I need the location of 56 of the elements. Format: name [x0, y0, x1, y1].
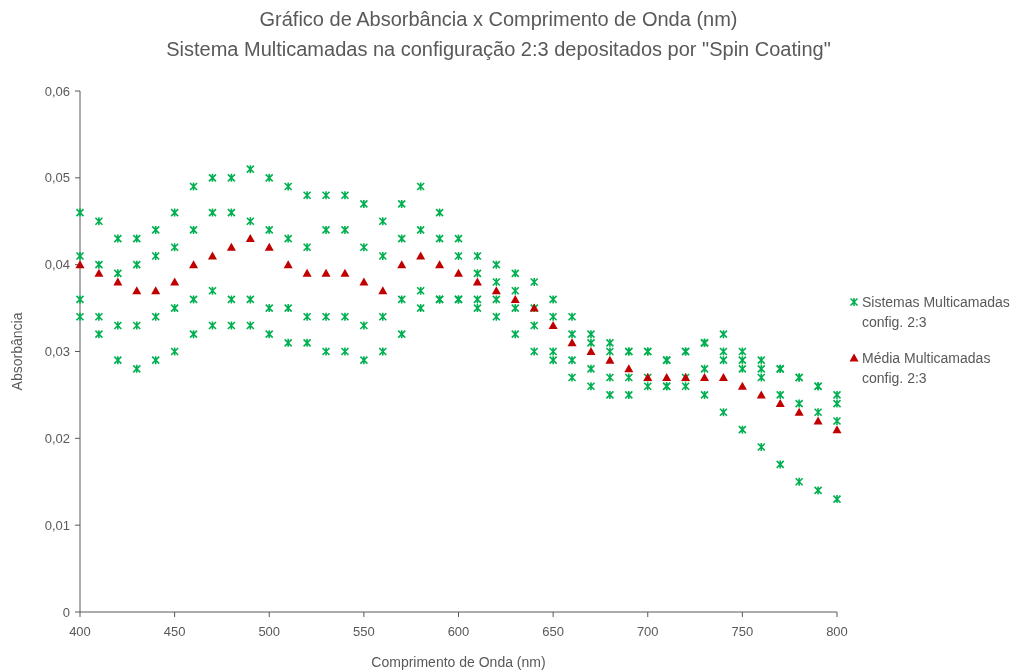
x-tick-label: 750 [731, 624, 754, 639]
y-tick-label: 0,01 [44, 517, 70, 533]
point [226, 242, 236, 251]
x-tick-label: 500 [258, 624, 281, 639]
chart-title: Gráfico de Absorbância x Comprimento de Onda (nm) [259, 8, 738, 30]
x-tick-label: 600 [447, 624, 470, 639]
x-tick-label: 800 [826, 624, 848, 639]
point [359, 277, 369, 286]
legend-label: Média Multicamadas config. 2:3 [862, 349, 991, 386]
point [832, 425, 842, 434]
point [132, 286, 142, 295]
point [264, 242, 274, 251]
point [548, 320, 558, 329]
point [718, 373, 728, 382]
point [397, 260, 407, 269]
point [170, 277, 180, 286]
point [662, 373, 672, 382]
point [472, 277, 482, 286]
point [340, 268, 350, 277]
y-tick-label: 0,02 [44, 430, 70, 446]
point [94, 268, 104, 277]
y-tick-label: 0,06 [44, 83, 70, 99]
point [510, 294, 520, 303]
x-tick-label: 400 [69, 624, 91, 639]
point [491, 286, 501, 295]
x-tick-label: 450 [163, 624, 186, 639]
point [624, 364, 634, 373]
legend-label: Sistemas Multicamadas config. 2:3 [862, 293, 1010, 330]
x-tick-label: 550 [353, 624, 375, 639]
point [737, 381, 747, 390]
point [586, 347, 596, 355]
y-axis-title: Absorbância [9, 312, 25, 391]
point [605, 355, 615, 364]
y-tick-label: 0 [62, 604, 70, 620]
point [321, 268, 331, 277]
y-tick-label: 0,03 [44, 344, 70, 360]
point [378, 286, 388, 295]
x-tick-label: 700 [636, 624, 659, 639]
point [775, 399, 785, 408]
point [454, 268, 463, 277]
point [245, 234, 255, 243]
point [151, 286, 161, 295]
point [75, 260, 85, 269]
y-tick-label: 0,04 [44, 257, 70, 273]
point [794, 407, 804, 416]
point [302, 268, 312, 277]
point [435, 260, 445, 269]
point [189, 260, 199, 269]
point [283, 260, 293, 269]
y-tick-label: 0,05 [44, 170, 70, 186]
x-axis-title: Comprimento de Onda (nm) [371, 654, 546, 670]
x-tick-label: 650 [542, 624, 564, 639]
chart-subtitle: Sistema Multicamadas na configuração 2:3 depositados por "Spin Coating" [166, 38, 831, 60]
point [567, 338, 577, 347]
point [700, 373, 710, 382]
point [113, 277, 123, 286]
